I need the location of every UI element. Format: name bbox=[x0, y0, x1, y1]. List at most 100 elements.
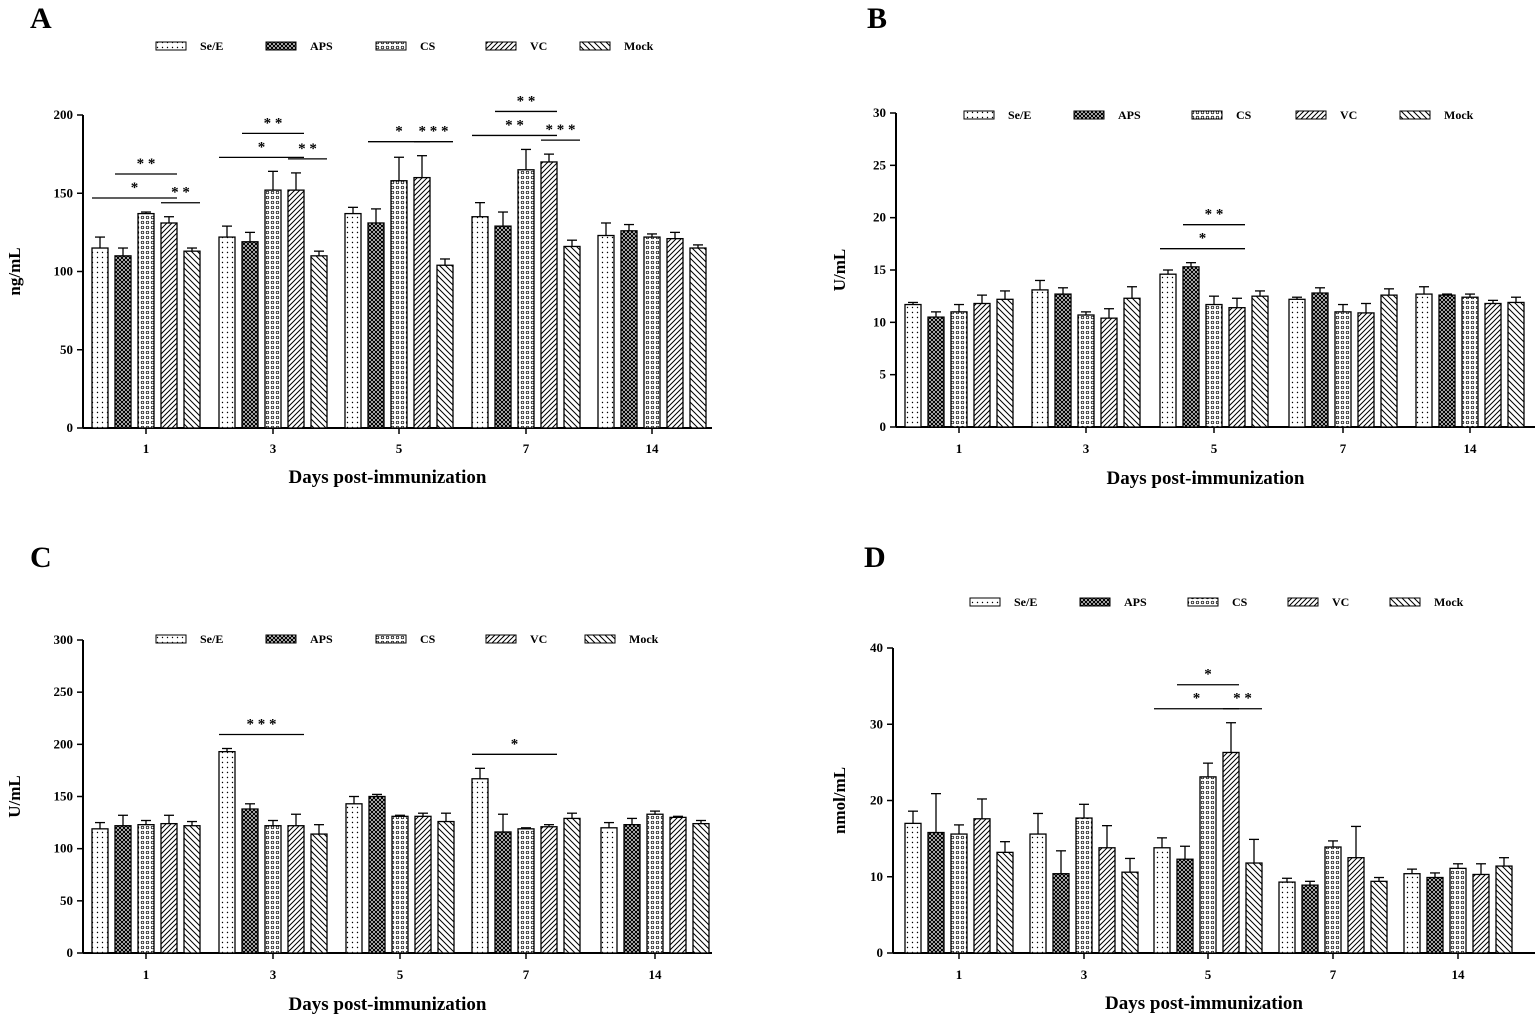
bar-aps-day-14 bbox=[1426, 876, 1444, 954]
bar-cs-day-3 bbox=[264, 825, 282, 954]
legend-swatch bbox=[155, 41, 187, 51]
legend-label: Se/E bbox=[1008, 108, 1031, 122]
bar-cs-day-14 bbox=[646, 813, 664, 954]
significance-marker: * bbox=[131, 180, 139, 196]
y-tick-label: 20 bbox=[873, 210, 886, 225]
significance-marker: * bbox=[1204, 667, 1212, 683]
bar-aps-day-1 bbox=[927, 316, 945, 428]
y-tick-label: 10 bbox=[870, 869, 883, 884]
bar-see-day-5 bbox=[1153, 847, 1171, 954]
significance-marker: * bbox=[511, 736, 519, 752]
bar-see-day-7 bbox=[1288, 298, 1306, 428]
panel-letter: D bbox=[864, 541, 886, 574]
bar-see-day-3 bbox=[1031, 289, 1049, 428]
significance-marker: * * * bbox=[247, 717, 277, 733]
bar-cs-day-7 bbox=[517, 169, 535, 429]
bar-see-day-7 bbox=[471, 216, 489, 429]
legend-label: APS bbox=[310, 39, 333, 53]
bar-cs-day-5 bbox=[390, 180, 408, 429]
bar-cs-day-5 bbox=[1205, 303, 1223, 428]
y-tick-label: 10 bbox=[873, 314, 886, 329]
chart-panel-d: D 0 10 20 30 40 1 3 5 7 14 Days post-immunization nm… bbox=[830, 541, 1535, 1014]
x-tick-label: 3 bbox=[1081, 967, 1088, 982]
bar-mock-day-7 bbox=[1380, 294, 1398, 428]
bar-vc-day-7 bbox=[1347, 857, 1365, 954]
bar-mock-day-5 bbox=[1251, 295, 1269, 428]
bar-vc-day-3 bbox=[1098, 847, 1116, 954]
bar-vc-day-14 bbox=[1484, 302, 1502, 428]
chart-panel-b: B 0 5 10 15 20 25 30 1 3 5 7 14 Days post-immunizatio… bbox=[830, 2, 1535, 489]
x-tick-label: 5 bbox=[396, 441, 403, 456]
x-tick-label: 5 bbox=[1205, 967, 1212, 982]
legend-label: APS bbox=[310, 632, 333, 646]
x-tick-label: 7 bbox=[1330, 967, 1337, 982]
legend-label: VC bbox=[1332, 595, 1349, 609]
legend-label: Mock bbox=[629, 632, 659, 646]
legend-label: Mock bbox=[1444, 108, 1474, 122]
bar-aps-day-5 bbox=[1176, 858, 1194, 954]
bar-see-day-5 bbox=[344, 212, 362, 429]
y-tick-label: 200 bbox=[54, 107, 74, 122]
legend-label: Mock bbox=[1434, 595, 1464, 609]
x-axis-title: Days post-immunization bbox=[1107, 468, 1305, 489]
bar-vc-day-5 bbox=[414, 815, 432, 954]
legend-swatch bbox=[1399, 110, 1431, 120]
bar-aps-day-7 bbox=[494, 225, 512, 429]
bar-mock-day-14 bbox=[1495, 865, 1513, 954]
bar-vc-day-7 bbox=[540, 826, 558, 954]
legend-swatch bbox=[485, 41, 517, 51]
legend-swatch bbox=[963, 110, 995, 120]
legend-swatch bbox=[1079, 597, 1111, 607]
y-tick-label: 15 bbox=[873, 262, 887, 277]
chart-panel-c: C 0 50 100 150 200 250 300 1 3 5 7 14 Days post-immun… bbox=[5, 541, 712, 1015]
legend-swatch bbox=[579, 41, 611, 51]
significance-marker: * * * bbox=[546, 122, 576, 138]
y-tick-label: 50 bbox=[60, 342, 73, 357]
bar-cs-day-7 bbox=[517, 828, 535, 954]
y-tick-label: 30 bbox=[870, 716, 883, 731]
bar-aps-day-1 bbox=[114, 255, 132, 429]
bar-aps-day-7 bbox=[1311, 292, 1329, 428]
bar-vc-day-1 bbox=[973, 818, 991, 954]
bar-aps-day-7 bbox=[1301, 884, 1319, 954]
bar-mock-day-3 bbox=[1121, 871, 1139, 954]
bar-cs-day-1 bbox=[137, 212, 155, 429]
bar-see-day-14 bbox=[600, 827, 618, 954]
bar-mock-day-3 bbox=[310, 833, 328, 954]
bar-aps-day-1 bbox=[927, 831, 945, 954]
y-tick-label: 30 bbox=[873, 105, 886, 120]
legend-label: VC bbox=[1340, 108, 1357, 122]
bar-aps-day-14 bbox=[620, 230, 638, 429]
x-tick-label: 1 bbox=[143, 441, 150, 456]
bar-vc-day-1 bbox=[160, 222, 178, 429]
bar-see-day-1 bbox=[91, 828, 109, 954]
x-tick-label: 5 bbox=[397, 967, 404, 982]
bar-aps-day-3 bbox=[241, 808, 259, 954]
significance-marker: * bbox=[1199, 231, 1207, 247]
bar-aps-day-7 bbox=[494, 831, 512, 954]
x-tick-label: 7 bbox=[523, 967, 530, 982]
bar-see-day-1 bbox=[904, 822, 922, 954]
y-tick-label: 40 bbox=[870, 640, 883, 655]
x-axis-title: Days post-immunization bbox=[289, 994, 487, 1015]
bar-mock-day-1 bbox=[183, 825, 201, 954]
x-tick-label: 7 bbox=[1340, 441, 1347, 456]
bar-cs-day-5 bbox=[1199, 776, 1217, 954]
significance-marker: * * bbox=[517, 93, 536, 109]
significance-marker: * * bbox=[1233, 691, 1252, 707]
legend-label: VC bbox=[530, 632, 547, 646]
bar-mock-day-3 bbox=[310, 255, 328, 429]
y-axis-title: nmol/mL bbox=[830, 767, 849, 834]
bar-see-day-7 bbox=[471, 778, 489, 954]
bar-cs-day-14 bbox=[643, 236, 661, 429]
significance-marker: * bbox=[258, 139, 266, 155]
bar-cs-day-1 bbox=[950, 833, 968, 954]
y-tick-label: 0 bbox=[880, 419, 887, 434]
bar-see-day-3 bbox=[1029, 833, 1047, 954]
bar-vc-day-1 bbox=[160, 822, 178, 954]
significance-marker: * bbox=[1193, 691, 1201, 707]
legend-swatch bbox=[375, 634, 407, 644]
y-axis-title: ng/mL bbox=[5, 247, 24, 295]
panel-letter: C bbox=[30, 541, 52, 574]
